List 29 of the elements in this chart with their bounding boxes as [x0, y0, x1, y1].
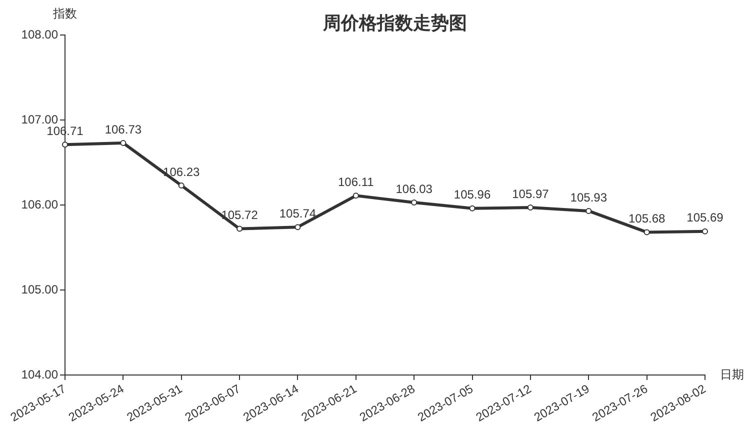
point: [352, 192, 359, 199]
point: [469, 205, 476, 212]
data-label: 105.97: [512, 186, 550, 201]
data-label: 105.69: [686, 210, 724, 225]
point: [294, 224, 301, 230]
x-axis-title: 日期: [720, 367, 744, 382]
point: [236, 226, 243, 232]
point: [586, 208, 592, 214]
data-label: 105.74: [279, 206, 316, 220]
chart-title: 周价格指数走势图: [322, 12, 467, 33]
data-label: 106.03: [396, 182, 433, 196]
data-label: 106.73: [104, 122, 142, 136]
point: [527, 204, 534, 211]
point: [411, 199, 418, 206]
point: [178, 182, 184, 188]
y-tick-label: 106.00: [21, 197, 58, 212]
data-label: 105.93: [570, 190, 608, 204]
y-axis-title: 指数: [52, 6, 77, 20]
point: [120, 140, 126, 146]
y-tick-label: 104.00: [21, 367, 58, 382]
point: [702, 228, 708, 234]
point: [644, 229, 650, 236]
y-tick-label: 105.00: [21, 282, 58, 296]
y-tick-label: 107.00: [21, 112, 58, 126]
y-tick-label: 108.00: [21, 27, 58, 42]
point: [62, 142, 68, 148]
data-label: 105.96: [454, 188, 491, 202]
data-label: 105.68: [628, 212, 666, 226]
data-label: 106.11: [338, 174, 374, 189]
